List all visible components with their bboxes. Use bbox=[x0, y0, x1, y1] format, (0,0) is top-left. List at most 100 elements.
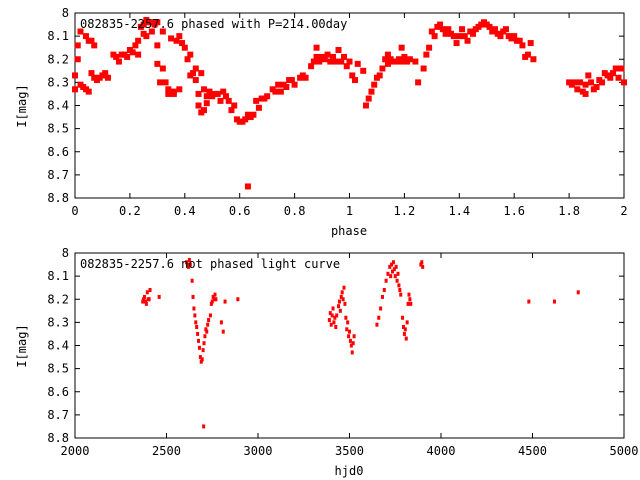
data-point bbox=[214, 297, 218, 302]
y-tick-label: 8.2 bbox=[47, 292, 69, 306]
x-tick-label: 2 bbox=[620, 204, 627, 218]
data-point bbox=[392, 267, 396, 272]
data-point bbox=[159, 28, 166, 35]
y-tick-label: 8.6 bbox=[47, 145, 69, 159]
data-point bbox=[335, 313, 339, 318]
data-point bbox=[390, 262, 394, 267]
data-point bbox=[219, 320, 223, 325]
data-point bbox=[102, 70, 109, 77]
data-point bbox=[519, 42, 526, 49]
data-point bbox=[362, 102, 369, 109]
data-point bbox=[173, 37, 180, 44]
data-point bbox=[585, 72, 592, 79]
data-point bbox=[253, 97, 260, 104]
data-point bbox=[168, 35, 175, 42]
data-point bbox=[72, 86, 78, 93]
x-tick-label: 0.8 bbox=[284, 204, 306, 218]
data-point bbox=[214, 90, 221, 97]
data-point bbox=[145, 290, 149, 295]
y-axis-label: I[mag] bbox=[15, 324, 29, 367]
y-tick-label: 8 bbox=[62, 246, 69, 260]
data-point bbox=[157, 79, 164, 86]
x-tick-label: 2500 bbox=[152, 444, 181, 458]
data-point bbox=[210, 299, 214, 304]
data-point bbox=[208, 313, 212, 318]
data-point bbox=[179, 40, 186, 47]
data-point bbox=[334, 325, 338, 329]
data-point bbox=[144, 301, 148, 306]
y-tick-label: 8.5 bbox=[47, 362, 69, 376]
data-point bbox=[582, 81, 589, 88]
data-point bbox=[135, 37, 142, 44]
data-point bbox=[142, 297, 146, 302]
x-tick-label: 1.8 bbox=[558, 204, 580, 218]
data-point bbox=[395, 278, 399, 283]
data-point bbox=[380, 294, 384, 299]
x-tick-label: 0.4 bbox=[174, 204, 196, 218]
data-point bbox=[382, 288, 386, 292]
data-point bbox=[610, 70, 617, 77]
data-point bbox=[148, 288, 152, 292]
data-point bbox=[571, 79, 578, 86]
data-point bbox=[339, 294, 343, 299]
data-point bbox=[338, 58, 345, 65]
data-point bbox=[250, 111, 257, 118]
data-point bbox=[77, 28, 84, 35]
data-point bbox=[187, 257, 191, 262]
data-point bbox=[576, 290, 580, 295]
data-point bbox=[209, 301, 213, 306]
data-point bbox=[213, 292, 217, 297]
data-point bbox=[132, 42, 139, 49]
data-point bbox=[197, 338, 201, 343]
y-tick-label: 8.8 bbox=[47, 431, 69, 445]
y-tick-label: 8.4 bbox=[47, 99, 69, 113]
data-point bbox=[404, 336, 408, 341]
data-point bbox=[612, 65, 619, 72]
data-point bbox=[207, 318, 211, 323]
data-point bbox=[527, 299, 531, 304]
data-point bbox=[225, 97, 232, 104]
data-point bbox=[129, 49, 136, 56]
data-point bbox=[204, 327, 208, 332]
data-point bbox=[511, 33, 518, 40]
y-axis: 8 8.1 8.2 8.3 8.4 8.5 8.6 8.7 8.8 bbox=[47, 6, 624, 205]
data-point bbox=[368, 88, 375, 95]
data-point bbox=[351, 77, 358, 84]
x-axis-label: phase bbox=[331, 224, 367, 238]
data-point bbox=[200, 357, 204, 362]
data-point bbox=[428, 28, 435, 35]
data-point bbox=[330, 53, 337, 60]
x-tick-label: 4500 bbox=[518, 444, 547, 458]
data-point bbox=[412, 58, 419, 65]
data-point bbox=[141, 299, 145, 304]
data-point bbox=[408, 297, 412, 302]
data-point bbox=[377, 315, 381, 320]
y-axis-label: I[mag] bbox=[15, 84, 29, 127]
data-point bbox=[313, 53, 320, 60]
data-point bbox=[202, 424, 206, 429]
data-point bbox=[88, 70, 95, 77]
data-point bbox=[85, 88, 92, 95]
data-point bbox=[341, 53, 348, 60]
data-point bbox=[621, 79, 627, 86]
data-point bbox=[316, 58, 323, 65]
data-point bbox=[302, 74, 309, 81]
data-point bbox=[352, 334, 356, 339]
data-point bbox=[147, 297, 151, 302]
data-point bbox=[165, 90, 172, 97]
x-tick-label: 1 bbox=[346, 204, 353, 218]
data-point bbox=[403, 327, 407, 332]
data-point bbox=[331, 306, 335, 311]
data-point bbox=[376, 72, 383, 79]
data-point bbox=[384, 60, 391, 67]
data-point bbox=[398, 44, 405, 51]
data-point bbox=[346, 320, 350, 325]
x-tick-label: 1.4 bbox=[448, 204, 470, 218]
data-point bbox=[228, 107, 235, 114]
data-point bbox=[421, 264, 425, 269]
data-point bbox=[384, 278, 388, 283]
data-point bbox=[464, 37, 471, 44]
data-point bbox=[375, 322, 379, 327]
data-point bbox=[333, 315, 337, 320]
data-point bbox=[308, 63, 315, 70]
